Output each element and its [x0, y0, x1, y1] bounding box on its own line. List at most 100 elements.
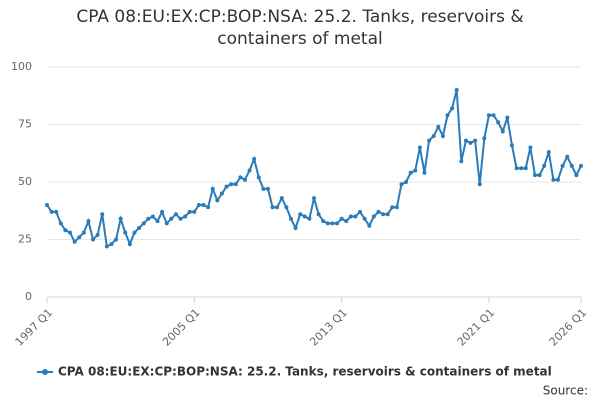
point — [385, 212, 390, 217]
point — [224, 184, 229, 189]
point — [160, 209, 165, 214]
point — [436, 124, 441, 129]
x-tick-label: 2021 Q1 — [455, 306, 498, 349]
y-tick-label: 0 — [25, 290, 32, 303]
x-tick-label: 2026 Q1 — [547, 306, 590, 349]
point — [192, 209, 197, 214]
point — [459, 159, 464, 164]
point — [302, 214, 307, 219]
point — [399, 182, 404, 187]
point — [376, 209, 381, 214]
legend-label: CPA 08:EU:EX:CP:BOP:NSA: 25.2. Tanks, re… — [58, 365, 552, 379]
point — [91, 237, 96, 242]
point — [123, 230, 128, 235]
point — [95, 232, 100, 237]
point — [261, 186, 266, 191]
point — [279, 196, 284, 201]
point — [325, 221, 330, 226]
point — [417, 145, 422, 150]
point — [454, 88, 459, 92]
point — [187, 209, 192, 214]
point — [500, 129, 505, 134]
point — [270, 205, 275, 210]
point — [247, 168, 252, 173]
point — [312, 196, 316, 201]
point — [77, 235, 82, 240]
y-tick-label: 25 — [18, 233, 32, 246]
point — [252, 157, 257, 161]
point — [468, 140, 473, 145]
point — [54, 209, 59, 214]
point — [288, 216, 293, 221]
point — [569, 163, 574, 168]
source: Source: — [543, 384, 588, 398]
point — [169, 216, 174, 221]
point — [551, 177, 556, 182]
point — [565, 154, 570, 159]
point — [477, 182, 482, 187]
point — [381, 212, 386, 217]
point — [542, 163, 547, 168]
point — [335, 221, 340, 226]
point — [298, 212, 303, 217]
point — [579, 163, 583, 168]
point — [307, 216, 312, 221]
point — [150, 214, 155, 219]
point — [431, 134, 436, 138]
point — [362, 216, 367, 221]
point — [482, 136, 487, 141]
point — [173, 212, 178, 217]
point — [265, 186, 270, 191]
point — [491, 113, 496, 118]
point — [104, 244, 109, 249]
point — [348, 214, 353, 219]
point — [210, 186, 215, 191]
point — [450, 106, 455, 111]
point — [528, 145, 533, 150]
point — [404, 180, 409, 184]
point — [63, 228, 68, 233]
point — [560, 163, 565, 168]
point — [178, 216, 183, 221]
point — [146, 216, 151, 221]
point — [72, 239, 77, 244]
point — [473, 138, 478, 143]
point — [316, 212, 321, 217]
point — [256, 175, 261, 180]
point — [574, 173, 579, 178]
point — [118, 216, 123, 221]
point — [514, 166, 519, 171]
point — [201, 203, 206, 207]
y-tick-label: 75 — [18, 118, 32, 131]
point — [546, 150, 551, 155]
point — [45, 203, 49, 207]
point — [339, 216, 344, 221]
point — [81, 230, 86, 235]
point — [367, 223, 372, 228]
point — [284, 205, 289, 210]
point — [408, 170, 413, 175]
point — [422, 170, 427, 175]
point — [532, 173, 537, 178]
point — [215, 198, 220, 203]
x-tick-label: 2005 Q1 — [160, 306, 203, 349]
point — [49, 209, 54, 214]
x-tick-label: 1997 Q1 — [13, 306, 56, 349]
point — [413, 168, 418, 173]
point — [523, 166, 528, 171]
point — [505, 115, 510, 120]
point — [463, 138, 468, 143]
point — [100, 212, 105, 217]
point — [496, 120, 501, 125]
point — [86, 219, 91, 224]
point — [353, 214, 358, 219]
point — [321, 219, 326, 224]
point — [155, 219, 160, 224]
point — [183, 214, 188, 219]
point — [164, 221, 169, 226]
point — [238, 175, 243, 180]
point — [427, 138, 432, 143]
point — [58, 221, 63, 226]
